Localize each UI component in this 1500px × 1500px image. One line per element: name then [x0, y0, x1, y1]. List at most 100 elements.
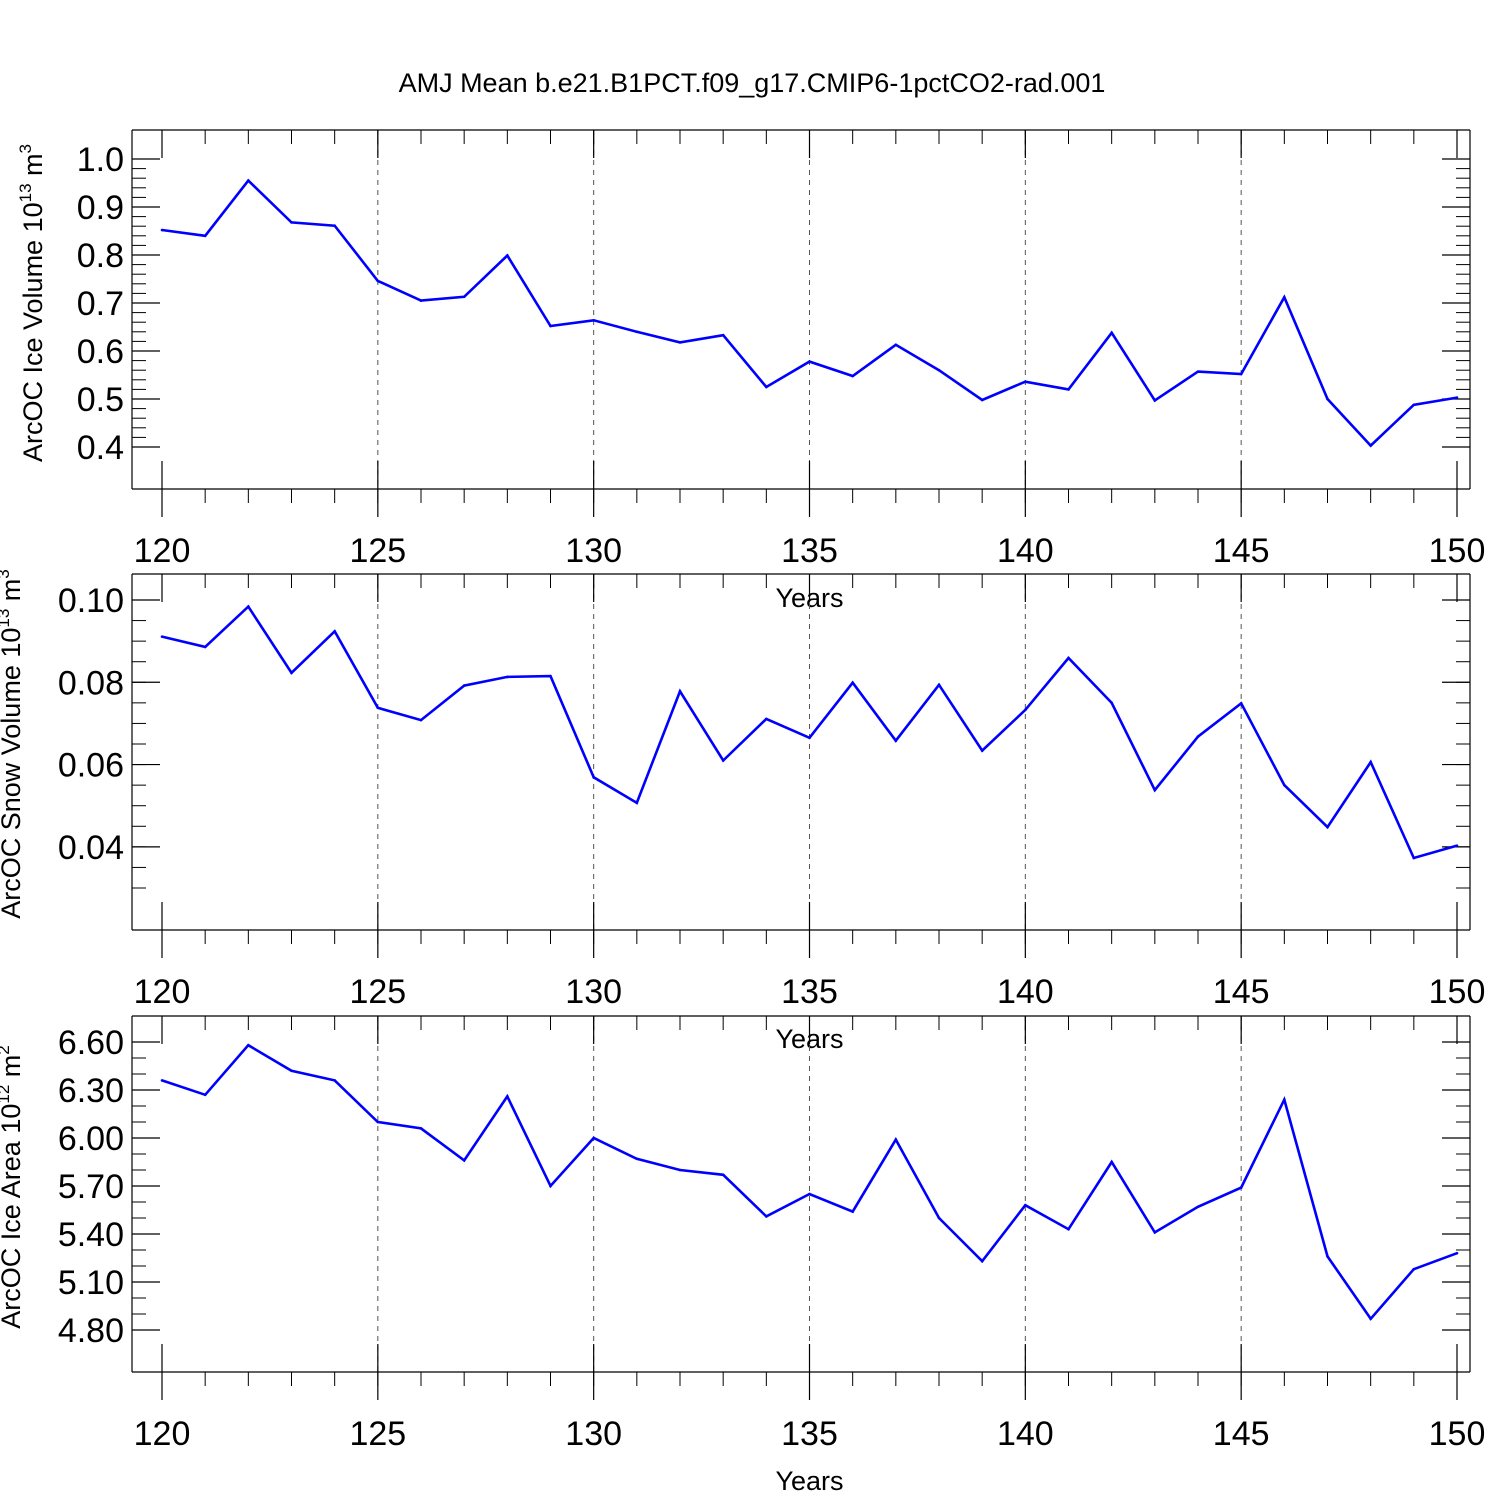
data-point [721, 1173, 725, 1177]
data-point [160, 228, 164, 232]
data-point [290, 1069, 293, 1073]
data-point [1326, 825, 1329, 829]
data-point [549, 674, 552, 678]
y-tick-label: 0.9 [77, 189, 124, 227]
data-point [462, 295, 466, 299]
data-point [678, 690, 682, 693]
data-point [1196, 1205, 1200, 1209]
data-point [635, 330, 639, 334]
data-point [1326, 397, 1329, 401]
data-point [549, 324, 552, 328]
data-point [462, 1159, 466, 1162]
y-tick-label: 0.8 [77, 237, 124, 275]
x-tick-label: 130 [565, 1415, 622, 1453]
x-tick-label: 125 [349, 532, 406, 570]
data-point [1283, 783, 1286, 787]
data-point [1455, 396, 1459, 399]
data-point [1326, 1255, 1329, 1258]
data-point [808, 1192, 811, 1196]
data-point [247, 1043, 250, 1047]
data-point [376, 1120, 380, 1124]
data-point [1110, 331, 1113, 335]
data-point [376, 279, 380, 283]
data-point [419, 1127, 423, 1130]
data-point [247, 605, 250, 608]
data-point [160, 635, 164, 638]
x-tick-label: 150 [1429, 1415, 1486, 1453]
data-point [937, 683, 941, 687]
data-point [1455, 844, 1459, 847]
data-point [592, 1136, 595, 1140]
y-tick-label: 0.10 [58, 582, 124, 620]
data-point [1196, 370, 1200, 373]
data-point [333, 629, 336, 633]
data-point [1455, 1251, 1459, 1255]
data-point [549, 1184, 552, 1188]
data-point [937, 1216, 941, 1220]
data-point [1024, 380, 1027, 384]
data-point [1283, 1098, 1286, 1101]
data-point [937, 368, 941, 372]
y-tick-label: 0.08 [58, 664, 124, 702]
y-tick-label: 0.4 [77, 429, 124, 467]
x-tick-label: 150 [1429, 532, 1486, 570]
data-point [765, 717, 768, 721]
data-point [765, 1215, 768, 1218]
data-point [1239, 372, 1243, 376]
x-tick-label: 145 [1213, 1415, 1270, 1453]
data-point [635, 1157, 639, 1161]
data-point [894, 1138, 898, 1141]
data-point [419, 299, 423, 302]
y-tick-label: 5.70 [58, 1168, 124, 1206]
y-tick-label: 0.06 [58, 747, 124, 785]
panels: 120 125 130 135 140 145 150 0.4 0.5 0.6 0.7 0.8 0.9 1… [0, 129, 1486, 1496]
data-point [506, 1095, 509, 1098]
x-tick-label: 130 [565, 973, 622, 1011]
x-tick-label: 150 [1429, 973, 1486, 1011]
y-tick-label: 0.5 [77, 381, 124, 419]
data-point [765, 385, 768, 389]
y-tick-label: 6.30 [58, 1072, 124, 1110]
data-point [247, 179, 250, 182]
data-point [290, 221, 293, 224]
data-point [1153, 788, 1157, 792]
x-tick-label: 120 [134, 973, 191, 1011]
data-point [1239, 1186, 1243, 1189]
chart-title: AMJ Mean b.e21.B1PCT.f09_g17.CMIP6-1pctC… [399, 68, 1106, 98]
data-point [851, 681, 854, 684]
data-point [980, 398, 984, 402]
x-tick-label: 125 [349, 1415, 406, 1453]
x-tick-label: 145 [1213, 973, 1270, 1011]
x-tick-label: 135 [781, 973, 838, 1011]
data-point [1067, 1227, 1070, 1231]
data-point [1283, 295, 1286, 299]
data-point [894, 343, 898, 347]
x-tick-label: 135 [781, 1415, 838, 1453]
x-tick-label: 130 [565, 532, 622, 570]
y-axis-label: ArcOC Ice Area 1012 m2 [0, 1045, 26, 1329]
panel-1: 120 125 130 135 140 145 150 0.4 0.5 0.6 0.7 0.8 0.9 1… [16, 129, 1486, 613]
data-point [592, 776, 595, 779]
y-tick-label: 0.6 [77, 333, 124, 371]
data-point [808, 360, 811, 363]
panel-2: 120 125 130 135 140 145 1500.040.060.080.10Yea… [0, 569, 1485, 1054]
data-point [506, 254, 509, 257]
y-tick-label: 4.80 [58, 1312, 124, 1350]
data-point [1067, 388, 1070, 391]
data-point [1369, 760, 1372, 764]
data-point [1110, 1160, 1113, 1164]
data-point [1153, 399, 1157, 402]
data-point [462, 684, 466, 687]
y-tick-label: 6.00 [58, 1120, 124, 1158]
data-point [290, 671, 293, 675]
data-point [980, 1259, 984, 1263]
data-point [160, 1079, 164, 1082]
data-point [592, 318, 595, 322]
y-tick-label: 5.40 [58, 1216, 124, 1254]
data-point [721, 759, 725, 762]
data-point [980, 749, 984, 752]
data-point [851, 1210, 854, 1213]
x-tick-label: 140 [997, 532, 1054, 570]
y-axis-label: ArcOC Snow Volume 1013 m3 [0, 569, 26, 919]
